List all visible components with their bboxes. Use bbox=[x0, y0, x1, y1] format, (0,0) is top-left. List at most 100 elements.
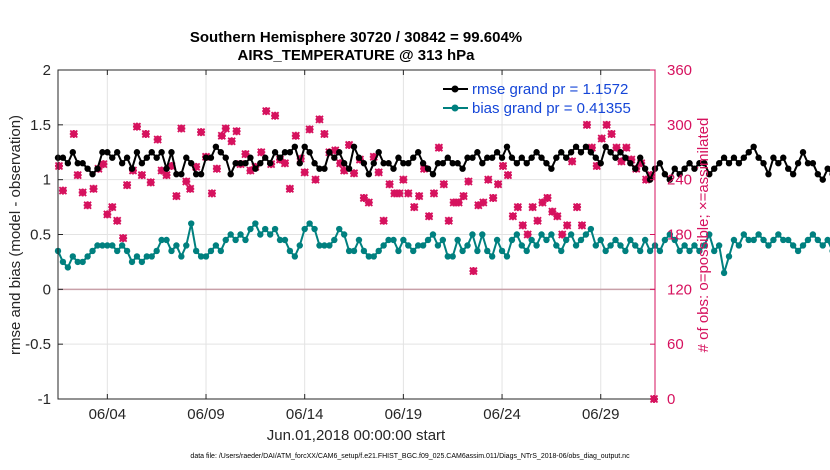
rmse-point bbox=[197, 170, 205, 178]
rmse-point bbox=[301, 143, 308, 150]
obs-assimilated-point bbox=[498, 161, 508, 171]
obs-assimilated-point bbox=[122, 181, 132, 190]
rmse-point bbox=[316, 165, 323, 172]
bias-point bbox=[558, 247, 565, 255]
rmse-point bbox=[720, 154, 728, 161]
obs-assimilated-point bbox=[385, 180, 394, 189]
rmse-point bbox=[696, 160, 703, 167]
bias-point bbox=[484, 247, 491, 255]
bias-point bbox=[247, 225, 254, 233]
obs-assimilated-point bbox=[89, 184, 98, 193]
bias-point bbox=[572, 242, 580, 249]
bias-point bbox=[646, 247, 654, 255]
y-tick-label: 0.5 bbox=[30, 227, 51, 244]
rmse-point bbox=[143, 154, 151, 161]
rmse-point bbox=[474, 149, 481, 156]
obs-assimilated-point bbox=[221, 124, 230, 133]
bias-point bbox=[400, 236, 407, 244]
obs-assimilated-point bbox=[464, 177, 473, 186]
x-tick-label: 06/14 bbox=[286, 406, 324, 423]
bias-point bbox=[676, 247, 683, 255]
rmse-point bbox=[395, 154, 402, 161]
bias-point bbox=[291, 253, 299, 260]
rmse-point bbox=[202, 154, 210, 161]
y2-tick-label: 120 bbox=[667, 281, 692, 298]
obs-assimilated-point bbox=[311, 175, 320, 184]
bias-point bbox=[59, 258, 67, 266]
bias-point bbox=[799, 242, 807, 249]
obs-assimilated-point bbox=[449, 198, 458, 207]
rmse-point bbox=[168, 149, 175, 156]
bias-point bbox=[207, 247, 215, 255]
bias-point bbox=[84, 253, 91, 260]
rmse-point bbox=[533, 149, 540, 156]
obs-assimilated-point bbox=[364, 198, 373, 207]
bias-point bbox=[331, 236, 338, 244]
obs-assimilated-point bbox=[58, 186, 68, 195]
obs-assimilated-point bbox=[141, 129, 150, 139]
bias-point bbox=[612, 236, 619, 244]
obs-assimilated-point bbox=[528, 202, 537, 212]
obs-assimilated-point bbox=[305, 125, 314, 134]
bias-point bbox=[311, 225, 318, 233]
rmse-point bbox=[410, 154, 417, 161]
obs-assimilated-point bbox=[83, 201, 92, 210]
rmse-point bbox=[775, 160, 782, 167]
rmse-point bbox=[548, 165, 555, 172]
rmse-point bbox=[454, 160, 461, 167]
bias-point bbox=[577, 236, 585, 244]
rmse-point bbox=[153, 154, 160, 161]
rmse-point bbox=[148, 149, 155, 156]
obs-assimilated-point bbox=[340, 166, 349, 175]
rmse-point bbox=[207, 154, 215, 161]
bias-point bbox=[528, 236, 535, 244]
rmse-point bbox=[311, 160, 318, 167]
obs-assimilated-point bbox=[582, 120, 592, 129]
bias-point bbox=[538, 231, 545, 238]
bias-point bbox=[464, 242, 471, 249]
rmse-point bbox=[183, 154, 190, 161]
rmse-point bbox=[469, 154, 476, 161]
obs-assimilated-point bbox=[627, 155, 636, 164]
bias-point bbox=[104, 242, 111, 249]
rmse-point bbox=[794, 160, 802, 167]
bias-point bbox=[775, 231, 782, 238]
bias-point bbox=[192, 247, 200, 255]
obs-assimilated-point bbox=[291, 131, 300, 140]
rmse-point bbox=[109, 154, 116, 161]
bias-point bbox=[133, 253, 141, 260]
rmse-point bbox=[89, 170, 96, 178]
bias-point bbox=[419, 242, 427, 249]
y2-tick-label: 300 bbox=[667, 117, 692, 134]
y-tick-label: -0.5 bbox=[25, 336, 51, 353]
obs-assimilated-point bbox=[533, 216, 542, 225]
obs-assimilated-point bbox=[320, 129, 329, 139]
rmse-point bbox=[799, 149, 807, 156]
bias-point bbox=[429, 231, 437, 238]
rmse-point bbox=[789, 170, 797, 178]
rmse-point bbox=[331, 154, 338, 161]
obs-assimilated-point bbox=[285, 184, 295, 193]
obs-assimilated-point bbox=[424, 212, 434, 221]
y2-tick-label: 360 bbox=[667, 62, 692, 79]
bias-point bbox=[410, 247, 417, 255]
rmse-point bbox=[123, 154, 131, 161]
bias-point bbox=[138, 258, 146, 266]
obs-assimilated-point bbox=[262, 106, 271, 116]
rmse-point bbox=[780, 154, 787, 161]
bias-point bbox=[449, 253, 456, 260]
bias-point bbox=[518, 242, 525, 249]
rmse-point bbox=[163, 165, 170, 172]
bias-point bbox=[454, 236, 461, 244]
rmse-point bbox=[479, 160, 486, 167]
obs-assimilated-point bbox=[523, 230, 532, 239]
obs-assimilated-point bbox=[459, 191, 468, 201]
bias-point bbox=[627, 236, 634, 244]
rmse-point bbox=[222, 154, 229, 161]
obs-assimilated-point bbox=[344, 140, 354, 150]
obs-assimilated-point bbox=[182, 177, 191, 186]
obs-assimilated-point bbox=[207, 189, 217, 198]
rmse-point bbox=[360, 160, 368, 167]
rmse-point bbox=[281, 149, 289, 156]
rmse-point bbox=[691, 165, 698, 172]
